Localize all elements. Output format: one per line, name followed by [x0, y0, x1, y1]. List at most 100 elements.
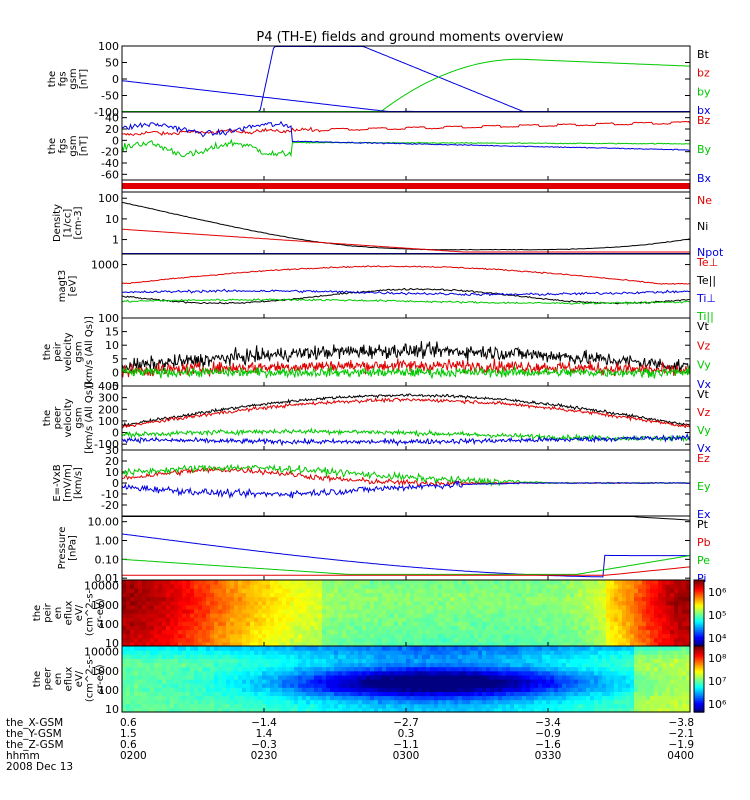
- ion-colorbar-cell: [694, 598, 704, 601]
- electron-colorbar-cell: [694, 670, 704, 674]
- electron-colorbar-cell: [694, 652, 704, 655]
- electron-colorbar-cell: [694, 703, 704, 707]
- ytick-label: 10: [105, 339, 119, 352]
- series-vx-el: [121, 432, 691, 447]
- ytick-label: 100: [98, 40, 119, 53]
- electron-colorbar-cell: [694, 693, 704, 697]
- series-pe: [121, 555, 691, 575]
- xaxis-tick-label: −1.6: [535, 739, 561, 751]
- ytick-label: 0: [112, 134, 119, 147]
- legend-ne: Ne: [697, 194, 712, 207]
- ion-colorbar-cell: [694, 585, 704, 588]
- ion-colorbar-cell: [694, 596, 704, 599]
- series-bz-zoom: [121, 120, 691, 137]
- xaxis-tick-label: −3.8: [669, 717, 695, 729]
- ion-colorbar-cell: [694, 619, 704, 622]
- electron-colorbar-cell: [694, 690, 704, 693]
- ytick-label: 0.10: [95, 553, 120, 566]
- ion-colorbar-cell: [694, 606, 704, 609]
- ion-colorbar-cell: [694, 629, 704, 632]
- ion-spectrogram: [122, 580, 691, 647]
- electron-colorbar-cell: [694, 702, 704, 705]
- series-ni: [121, 201, 691, 251]
- legend-vy: Vy: [697, 424, 711, 437]
- series-vz-ion: [121, 358, 691, 378]
- xaxis-tick-label: −3.4: [535, 717, 561, 729]
- xaxis-tick-label: −1.9: [669, 739, 695, 751]
- ion-colorbar-cell: [694, 601, 704, 604]
- xaxis-tick-label: −1.1: [393, 739, 419, 751]
- electron-colorbar-cell: [694, 647, 704, 650]
- panel-ylabel: thepeirenefluxeV/(cm^2-s-sr-eV): [32, 589, 106, 636]
- panel-ylabel: thepeerenefluxeV/(cm^2-s-sr-eV): [32, 655, 106, 702]
- ion-colorbar-cell: [694, 586, 704, 589]
- electron-colorbar-cell: [694, 646, 704, 649]
- legend-bx: Bx: [697, 172, 712, 185]
- xaxis-tick-label: 1.4: [256, 728, 273, 740]
- ytick-label: 10000: [84, 646, 119, 659]
- ytick-label: 20: [105, 123, 119, 136]
- ytick-label: 1: [112, 234, 119, 247]
- ion-colorbar-cell: [694, 621, 704, 624]
- legend-vt: Vt: [697, 388, 710, 401]
- panel-frame: [121, 515, 691, 581]
- electron-colorbar-cell: [694, 684, 704, 687]
- xaxis-row-label: the_Z-GSM: [6, 739, 64, 751]
- xaxis-tick-label: 0230: [251, 750, 278, 762]
- electron-colorbar-cell: [694, 655, 704, 659]
- xaxis-tick-label: 0330: [535, 750, 562, 762]
- series-ne: [121, 228, 690, 253]
- ion-colorbar-cell: [694, 588, 704, 591]
- legend-vx: Vx: [697, 442, 712, 455]
- ytick-label: -60: [101, 168, 119, 181]
- electron-colorbar-cell: [694, 708, 704, 711]
- colorbar-label: 10⁴: [708, 632, 727, 645]
- electron-colorbar-cell: [694, 688, 704, 692]
- ytick-label: 0: [112, 427, 119, 440]
- legend-bt: Bt: [697, 48, 710, 61]
- ytick-label: 0: [112, 73, 119, 86]
- electron-colorbar: [693, 645, 705, 713]
- ytick-label: 400: [98, 380, 119, 393]
- electron-colorbar-cell: [694, 707, 704, 710]
- ytick-label: 5: [112, 353, 119, 366]
- ion-colorbar-cell: [694, 580, 704, 583]
- ytick-label: 10: [105, 466, 119, 479]
- xaxis-tick-label: −2.7: [393, 717, 419, 729]
- ytick-label: -10: [101, 488, 119, 501]
- ion-colorbar-cell: [694, 608, 704, 611]
- electron-spectrogram: [122, 646, 691, 713]
- ytick-label: 20: [105, 455, 119, 468]
- electron-colorbar-cell: [694, 651, 704, 654]
- electron-colorbar-cell: [694, 695, 704, 698]
- ion-colorbar-cell: [694, 603, 704, 606]
- legend-by: By: [697, 143, 712, 156]
- xaxis-tick-label: −0.3: [251, 739, 277, 751]
- electron-colorbar-cell: [694, 657, 704, 660]
- electron-colorbar-cell: [694, 662, 704, 665]
- ytick-label: 100: [98, 312, 119, 325]
- electron-colorbar-cell: [694, 654, 704, 657]
- colorbar-label: 10⁷: [708, 675, 726, 688]
- ytick-label: 300: [98, 392, 119, 405]
- ytick-label: 100: [98, 192, 119, 205]
- ion-colorbar-cell: [694, 594, 704, 598]
- series-bx-zoom: [121, 120, 691, 151]
- ytick-label: 1000: [91, 665, 119, 678]
- ion-colorbar-cell: [694, 642, 704, 645]
- ion-colorbar-cell: [694, 614, 704, 617]
- electron-colorbar-cell: [694, 667, 704, 670]
- series-vt-ion: [121, 341, 691, 374]
- series-te-par: [121, 287, 691, 305]
- electron-colorbar-cell: [694, 685, 704, 688]
- ion-colorbar-cell: [694, 581, 704, 584]
- series-ti-perp: [122, 288, 691, 297]
- ion-colorbar-cell: [694, 637, 704, 641]
- electron-colorbar-cell: [694, 680, 704, 683]
- legend-ti⊥: Ti⊥: [696, 292, 716, 305]
- xaxis-tick-label: 0.6: [120, 717, 137, 729]
- ytick-label: 100: [98, 684, 119, 697]
- xaxis-tick-label: 0400: [667, 750, 694, 762]
- panel-ylabel: magt3[eV]: [57, 270, 79, 303]
- series-pb: [122, 566, 691, 576]
